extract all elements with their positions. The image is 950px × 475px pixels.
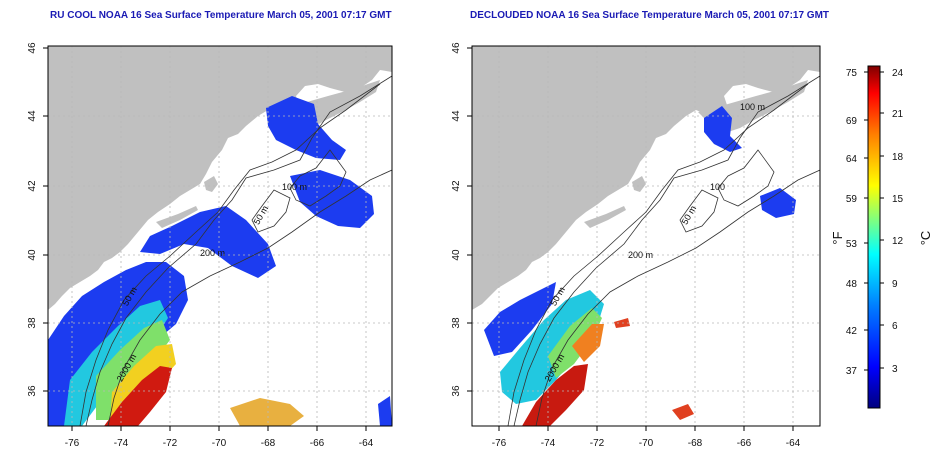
celsius-tick-label: 21 — [892, 109, 904, 120]
lon-tick-label: -66 — [310, 438, 325, 449]
sst-blue-patch-east — [760, 188, 796, 218]
sst-blue-coast — [484, 282, 556, 356]
depth-label: 100 m — [740, 102, 765, 112]
colorbar: 75 69 64 59 53 48 42 37 24 21 18 15 12 9… — [830, 65, 933, 409]
celsius-tick-label: 9 — [892, 279, 898, 290]
fahrenheit-unit-label: °F — [830, 231, 845, 244]
lat-tick-label: 36 — [27, 385, 38, 397]
sst-red-core — [522, 364, 588, 426]
lon-tick-label: -74 — [541, 438, 556, 449]
lat-tick-label: 40 — [27, 249, 38, 261]
lat-tick-label: 36 — [451, 385, 462, 397]
fahrenheit-tick-label: 59 — [846, 194, 858, 205]
lon-tick-label: -76 — [65, 438, 80, 449]
sst-cyan-band — [500, 290, 604, 404]
contour-inner-2 — [679, 189, 719, 233]
right-panel-title: DECLOUDED NOAA 16 Sea Surface Temperatur… — [470, 10, 830, 21]
lon-tick-label: -64 — [359, 438, 374, 449]
right-map-panel: 100 m 100 50 m 200 m 2000 m 50 m -76 -74… — [451, 42, 821, 449]
lon-tick-label: -68 — [261, 438, 276, 449]
lat-tick-label: 38 — [451, 317, 462, 329]
lat-tick-label: 44 — [27, 110, 38, 122]
lat-tick-label: 46 — [451, 42, 462, 54]
fahrenheit-tick-label: 53 — [846, 239, 858, 250]
contour-2000m — [107, 169, 392, 426]
sst-blue-patch-east — [378, 396, 392, 426]
celsius-tick-label: 18 — [892, 152, 904, 163]
left-map-panel: 100 m 50 m 200 m 2000 m 50 m -76 -74 -72… — [27, 42, 393, 449]
left-panel-title: RU COOL NOAA 16 Sea Surface Temperature … — [50, 10, 392, 21]
fahrenheit-tick-label: 37 — [846, 366, 858, 377]
cape-cod-land — [204, 176, 218, 192]
long-island-land — [156, 206, 198, 228]
lon-tick-label: -72 — [590, 438, 605, 449]
lat-tick-label: 42 — [27, 180, 38, 192]
lon-tick-label: -70 — [639, 438, 654, 449]
celsius-tick-label: 12 — [892, 236, 904, 247]
contour-inner — [289, 149, 347, 207]
celsius-unit-label: °C — [918, 231, 933, 246]
fahrenheit-tick-label: 75 — [846, 68, 858, 79]
sst-blue-shelf — [140, 206, 276, 278]
fahrenheit-tick-label: 42 — [846, 326, 858, 337]
lon-tick-label: -70 — [212, 438, 227, 449]
depth-label: 200 m — [628, 250, 653, 260]
land-mass — [472, 46, 820, 310]
contour-2000m — [535, 169, 820, 426]
depth-label: 200 m — [200, 248, 225, 258]
long-island-land — [584, 206, 626, 228]
lon-tick-label: -68 — [688, 438, 703, 449]
fahrenheit-tick-label: 69 — [846, 116, 858, 127]
fahrenheit-tick-label: 64 — [846, 154, 858, 165]
lat-tick-label: 38 — [27, 317, 38, 329]
sst-blue-gulf-of-maine — [266, 96, 346, 160]
contour-100m — [507, 83, 809, 426]
lat-tick-label: 42 — [451, 180, 462, 192]
cape-cod-land — [632, 176, 646, 192]
lon-tick-label: -64 — [786, 438, 801, 449]
land-mass — [48, 46, 392, 310]
celsius-tick-label: 3 — [892, 364, 898, 375]
contour-100m — [79, 83, 381, 426]
lat-tick-label: 44 — [451, 110, 462, 122]
lat-tick-label: 40 — [451, 249, 462, 261]
fahrenheit-tick-label: 48 — [846, 279, 858, 290]
depth-label: 100 — [710, 182, 725, 192]
celsius-tick-label: 6 — [892, 321, 898, 332]
contour-inner — [717, 149, 775, 207]
lon-tick-label: -66 — [737, 438, 752, 449]
lon-tick-label: -76 — [492, 438, 507, 449]
lat-tick-label: 46 — [27, 42, 38, 54]
sst-blue-gulf-of-maine — [704, 106, 742, 152]
contour-inner-2 — [251, 189, 291, 233]
lon-tick-label: -72 — [163, 438, 178, 449]
sst-blue-georges-bank — [290, 170, 374, 228]
celsius-tick-label: 24 — [892, 68, 904, 79]
celsius-tick-label: 15 — [892, 194, 904, 205]
depth-label: 100 m — [282, 182, 307, 192]
sst-patch-bottom — [230, 398, 304, 426]
lon-tick-label: -74 — [114, 438, 129, 449]
sst-patch-bottom — [672, 404, 694, 420]
colorbar-gradient — [867, 65, 881, 409]
sst-orange-band — [572, 324, 604, 362]
